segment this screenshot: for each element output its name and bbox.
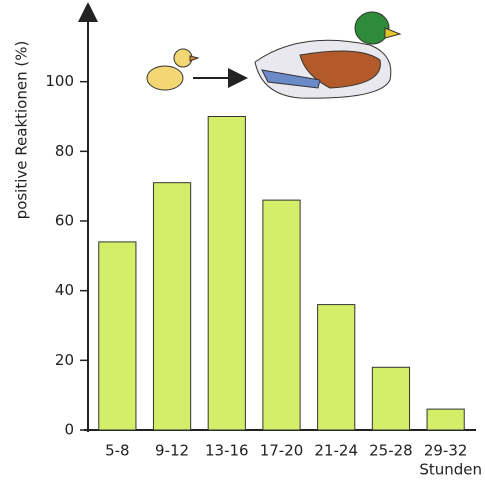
y-tick-label: 40 <box>55 281 74 299</box>
x-tick-label: 13-16 <box>205 442 249 460</box>
bar <box>263 200 300 430</box>
bar <box>153 183 190 430</box>
x-tick-label: 21-24 <box>314 442 358 460</box>
x-tick-label: 29-32 <box>424 442 468 460</box>
y-tick-label: 0 <box>64 421 74 439</box>
bar <box>427 409 464 430</box>
bar <box>99 242 136 430</box>
bar <box>318 305 355 430</box>
bar <box>208 117 245 431</box>
chart: positive Reaktionen (%) Stunden 0 20 40 60 8… <box>0 0 485 481</box>
illustration <box>147 12 400 98</box>
y-tick-label: 20 <box>55 351 74 369</box>
x-tick-label: 25-28 <box>369 442 413 460</box>
x-tick-label: 17-20 <box>260 442 304 460</box>
y-tick-label: 60 <box>55 212 74 230</box>
x-tick-label: 5-8 <box>105 442 130 460</box>
bar <box>372 367 409 430</box>
y-tick-label: 80 <box>55 142 74 160</box>
x-axis-label: Stunden <box>419 461 482 479</box>
y-axis-label: positive Reaktionen (%) <box>13 41 31 220</box>
y-tick-label: 100 <box>45 72 74 90</box>
x-tick-label: 9-12 <box>155 442 189 460</box>
